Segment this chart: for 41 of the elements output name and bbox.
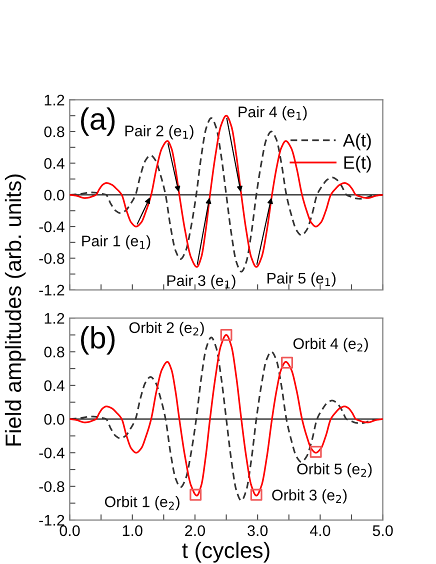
y-tick-label: -0.8 — [39, 253, 64, 264]
annotation: (b) — [81, 326, 115, 355]
y-tick-label: 0.0 — [44, 414, 64, 425]
annotation: Pair 5 (e$_{1}$) — [268, 272, 336, 287]
annotation: (a) — [81, 107, 115, 136]
point — [250, 488, 262, 501]
annotation: Pair 3 (e$_{1}$) — [167, 274, 236, 290]
point — [220, 328, 232, 341]
legend-label: A(t) — [342, 133, 371, 150]
annotation: Orbit 1 (e$_{2}$) — [104, 496, 180, 510]
annotation: Pair 2 (e$_{1}$) — [125, 125, 194, 140]
y-tick-label: 0.4 — [44, 158, 64, 169]
annotation: Orbit 2 (e$_{2}$) — [129, 322, 204, 336]
x-tick-label: 4.0 — [310, 525, 330, 536]
x-axis-title: t (cycles) — [182, 542, 270, 563]
y-tick-label: -0.8 — [39, 481, 64, 492]
y-tick-label: -0.4 — [39, 221, 64, 232]
annotation: Pair 1 (e$_{1}$) — [82, 235, 150, 250]
y-tick-label: -1.2 — [39, 514, 64, 526]
y-axis-title: Field amplitudes (arb. units) — [4, 174, 26, 446]
y-tick-label: 0.8 — [44, 346, 64, 358]
point — [281, 356, 293, 369]
x-tick-label: 5.0 — [372, 525, 393, 536]
x-tick-label: 0.0 — [60, 525, 80, 536]
annotation: Orbit 4 (e$_{2}$) — [293, 338, 368, 352]
y-tick-label: 1.2 — [44, 312, 64, 324]
y-tick-label: 0.8 — [44, 126, 64, 138]
y-tick-label: -0.4 — [39, 448, 64, 458]
y-tick-label: -1.2 — [39, 284, 64, 296]
annotation: Orbit 5 (e$_{2}$) — [297, 463, 372, 478]
x-tick-label: 2.0 — [185, 525, 205, 536]
y-tick-label: 0.4 — [44, 380, 64, 392]
y-tick-label: 0.0 — [44, 190, 64, 201]
point — [190, 488, 202, 501]
legend-label: E(t) — [344, 156, 371, 173]
x-tick-label: 3.0 — [248, 525, 268, 536]
annotation: Pair 4 (e$_{1}$) — [238, 106, 307, 120]
point — [310, 446, 322, 458]
annotation: Orbit 3 (e$_{2}$) — [272, 489, 347, 504]
x-tick-label: 1.0 — [122, 525, 142, 536]
y-tick-label: 1.2 — [44, 94, 64, 106]
